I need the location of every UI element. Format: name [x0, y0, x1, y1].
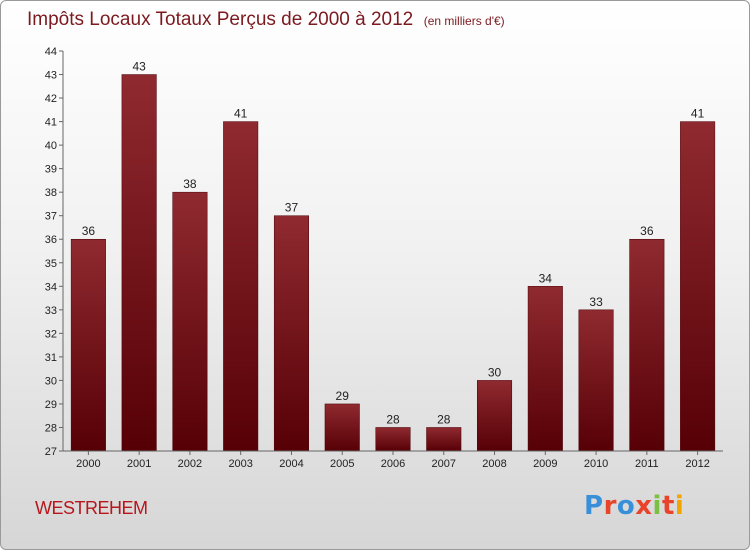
bar-value-label: 28: [437, 412, 451, 426]
logo-letter: x: [635, 491, 653, 521]
bar-value-label: 36: [82, 224, 96, 238]
y-tick-label: 29: [45, 399, 57, 411]
y-tick-label: 44: [45, 46, 57, 58]
y-tick-label: 41: [45, 117, 57, 129]
bar-value-label: 29: [336, 389, 350, 403]
x-tick-label: 2000: [76, 458, 100, 470]
bar-2009[interactable]: [527, 286, 563, 452]
logo-letter: i: [652, 491, 662, 521]
bar-value-label: 33: [589, 295, 603, 309]
y-tick-label: 42: [45, 93, 57, 105]
bar-2006[interactable]: [375, 427, 411, 452]
x-tick-label: 2009: [533, 458, 557, 470]
y-tick-label: 31: [45, 352, 57, 364]
bar-value-label: 30: [488, 365, 502, 379]
bar-2002[interactable]: [172, 191, 208, 452]
bar-value-label: 37: [285, 201, 299, 215]
y-tick-label: 39: [45, 164, 57, 176]
bar-2000[interactable]: [70, 238, 106, 452]
bar-value-label: 41: [691, 107, 705, 121]
y-tick-label: 28: [45, 422, 57, 434]
bar-2005[interactable]: [324, 403, 360, 452]
bar-value-label: 41: [234, 107, 248, 121]
town-name: WESTREHEM: [35, 498, 148, 518]
proxiti-logo[interactable]: Proxiti: [584, 491, 684, 521]
chart-title: Impôts Locaux Totaux Perçus de 2000 à 20…: [27, 9, 414, 30]
bar-2010[interactable]: [578, 309, 614, 452]
y-tick-label: 36: [45, 234, 57, 246]
logo-letter: i: [674, 491, 685, 521]
x-tick-label: 2010: [584, 458, 608, 470]
y-tick-label: 40: [45, 140, 57, 152]
y-tick-label: 33: [45, 305, 57, 317]
bar-2012[interactable]: [680, 121, 716, 452]
y-tick-label: 30: [45, 375, 57, 387]
bar-value-label: 28: [386, 412, 400, 426]
y-tick-label: 32: [45, 328, 57, 340]
x-tick-label: 2012: [685, 458, 709, 470]
bar-2008[interactable]: [477, 380, 513, 452]
logo-letter: r: [603, 491, 617, 521]
bar-2004[interactable]: [273, 215, 309, 452]
x-tick-label: 2005: [330, 458, 354, 470]
bar-value-label: 43: [132, 60, 146, 74]
y-tick-label: 34: [45, 281, 57, 293]
x-tick-label: 2001: [127, 458, 151, 470]
bar-2011[interactable]: [629, 238, 665, 452]
x-tick-label: 2004: [279, 458, 303, 470]
x-tick-label: 2011: [635, 458, 659, 470]
x-tick-label: 2008: [482, 458, 506, 470]
y-tick-label: 38: [45, 187, 57, 199]
x-tick-label: 2007: [432, 458, 456, 470]
bar-value-label: 36: [640, 224, 654, 238]
bar-2007[interactable]: [426, 427, 462, 452]
chart-header: Impôts Locaux Totaux Perçus de 2000 à 20…: [27, 9, 505, 31]
bar-2001[interactable]: [121, 74, 157, 452]
y-tick-label: 27: [45, 446, 57, 458]
y-tick-label: 37: [45, 211, 57, 223]
x-tick-label: 2003: [228, 458, 252, 470]
y-tick-label: 35: [45, 258, 57, 270]
logo-letter: o: [616, 491, 636, 521]
logo-letter: P: [584, 491, 604, 521]
bar-value-label: 34: [539, 271, 553, 285]
chart-unit: (en milliers d'€): [423, 14, 505, 28]
logo-letter: t: [661, 491, 675, 521]
bar-2003[interactable]: [223, 121, 259, 452]
x-tick-label: 2002: [178, 458, 202, 470]
y-tick-label: 43: [45, 70, 57, 82]
x-tick-label: 2006: [381, 458, 405, 470]
bar-value-label: 38: [183, 177, 197, 191]
